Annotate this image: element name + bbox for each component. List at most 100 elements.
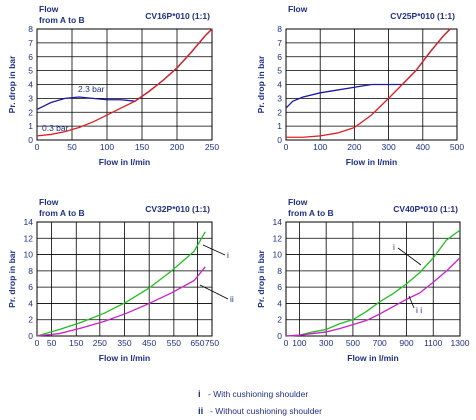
- x-tick-label: 700: [373, 338, 387, 348]
- y-tick-label: 2: [277, 315, 282, 325]
- x-tick-label: 0: [35, 338, 40, 348]
- y-axis-label: Pr. drop in bar: [7, 55, 17, 113]
- y-tick-label: 8: [28, 24, 33, 34]
- chart-header: Flow: [288, 197, 308, 207]
- label-ii: i i: [416, 305, 422, 315]
- y-tick-label: 5: [28, 66, 33, 76]
- y-tick-label: 6: [277, 282, 282, 292]
- y-tick-label: 1: [277, 121, 282, 131]
- chart-title: CV40P*010 (1:1): [393, 204, 458, 214]
- x-tick-label: 900: [399, 338, 413, 348]
- x-tick-label: 500: [346, 338, 360, 348]
- x-axis-label: Flow in l/min: [99, 353, 150, 363]
- legend-text-ii: - Without cushioning shoulder: [210, 406, 322, 416]
- x-axis-label: Flow in l/min: [347, 353, 398, 363]
- x-tick-label: 550: [167, 338, 181, 348]
- chart-title: CV25P*010 (1:1): [390, 11, 455, 21]
- y-tick-label: 12: [273, 233, 283, 243]
- y-tick-label: 3: [28, 93, 33, 103]
- note-0-3-bar: 0.3 bar: [42, 123, 69, 133]
- legend-key-ii: ii: [198, 406, 203, 417]
- y-tick-label: 6: [28, 282, 33, 292]
- y-tick-label: 2: [28, 107, 33, 117]
- series-line-2: [36, 28, 213, 137]
- chart-header: Flow: [39, 4, 59, 14]
- x-tick-label: 750: [205, 338, 219, 348]
- chart-cv25p: Flow CV25P*010 (1:1) 0 100 200 300 400 500 0 1 2 3 4…: [256, 4, 464, 167]
- x-tick-label: 1100: [424, 338, 443, 348]
- y-tick-label: 10: [24, 250, 34, 260]
- x-tick-label: 0: [284, 338, 289, 348]
- series-line-1: [285, 28, 451, 109]
- x-tick-label: 650: [190, 338, 204, 348]
- x-tick-label: 100: [313, 142, 327, 152]
- x-tick-label: 100: [100, 142, 114, 152]
- series-line-1: [285, 229, 461, 337]
- leader-line-ii: [199, 284, 229, 300]
- y-tick-label: 6: [277, 52, 282, 62]
- x-tick-label: 400: [416, 142, 430, 152]
- x-tick-label: 250: [205, 142, 219, 152]
- grid: [36, 221, 213, 337]
- y-tick-label: 6: [28, 52, 33, 62]
- plot-frame: [285, 28, 458, 141]
- y-tick-label: 0: [28, 331, 33, 341]
- series-line-2: [36, 266, 206, 337]
- x-tick-label: 0: [284, 142, 289, 152]
- y-tick-label: 4: [277, 80, 282, 90]
- y-tick-label: 2: [277, 107, 282, 117]
- x-axis-label: Flow in l/min: [99, 157, 150, 167]
- x-tick-label: 250: [93, 338, 107, 348]
- plot-frame: [36, 221, 213, 337]
- grid: [285, 221, 461, 337]
- y-tick-label: 4: [28, 80, 33, 90]
- x-tick-label: 300: [382, 142, 396, 152]
- series-line-2: [285, 257, 461, 337]
- y-tick-label: 8: [277, 24, 282, 34]
- note-2-3-bar: 2.3 bar: [78, 84, 105, 94]
- y-tick-label: 4: [277, 298, 282, 308]
- series-line-1: [36, 231, 206, 337]
- y-axis-label: Pr. drop in bar: [256, 250, 266, 308]
- y-tick-label: 7: [28, 38, 33, 48]
- x-tick-label: 200: [170, 142, 184, 152]
- y-tick-label: 4: [28, 298, 33, 308]
- legend-text-i: - With cushioning shoulder: [208, 389, 308, 399]
- y-tick-label: 8: [277, 266, 282, 276]
- x-axis-label: Flow in l/min: [346, 157, 397, 167]
- y-tick-label: 1: [28, 121, 33, 131]
- chart-header: Flow: [39, 197, 59, 207]
- x-tick-label: 100: [292, 338, 306, 348]
- y-tick-label: 14: [24, 217, 34, 227]
- legend-key-i: i: [198, 389, 201, 400]
- x-tick-label: 0: [35, 142, 40, 152]
- x-tick-label: 50: [47, 338, 57, 348]
- x-tick-label: 450: [142, 338, 156, 348]
- chart-title: CV16P*010 (1:1): [145, 11, 210, 21]
- y-tick-label: 8: [28, 266, 33, 276]
- y-axis-label: Pr. drop in bar: [256, 55, 266, 113]
- y-tick-label: 5: [277, 66, 282, 76]
- x-tick-label: 350: [117, 338, 131, 348]
- x-tick-label: 50: [67, 142, 77, 152]
- plot-frame: [285, 221, 461, 337]
- leader-line-i: [202, 244, 226, 256]
- series-line-1: [36, 28, 213, 111]
- chart-subheader: from A to B: [288, 208, 334, 218]
- y-tick-label: 0: [277, 331, 282, 341]
- x-tick-label: 1300: [451, 338, 470, 348]
- y-tick-label: 0: [28, 135, 33, 145]
- chart-title: CV32P*010 (1:1): [145, 204, 210, 214]
- series-line-2: [286, 28, 451, 138]
- x-tick-label: 300: [319, 338, 333, 348]
- leader-line-ii: [408, 295, 415, 309]
- chart-subheader: from A to B: [39, 208, 85, 218]
- x-tick-label: 500: [450, 142, 464, 152]
- leader-line-i: [397, 247, 422, 266]
- y-axis-label: Pr. drop in bar: [7, 250, 17, 308]
- x-tick-label: 150: [135, 142, 149, 152]
